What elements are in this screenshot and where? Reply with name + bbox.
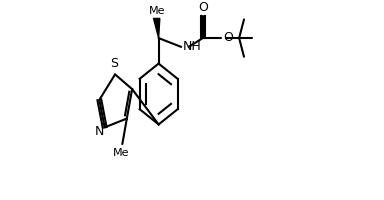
Text: Me: Me bbox=[149, 6, 165, 16]
Text: N: N bbox=[95, 125, 104, 138]
Text: O: O bbox=[198, 1, 208, 14]
Text: S: S bbox=[110, 57, 118, 70]
Text: O: O bbox=[223, 31, 233, 44]
Text: Me: Me bbox=[113, 148, 129, 158]
Polygon shape bbox=[154, 18, 160, 38]
Text: NH: NH bbox=[183, 40, 202, 53]
